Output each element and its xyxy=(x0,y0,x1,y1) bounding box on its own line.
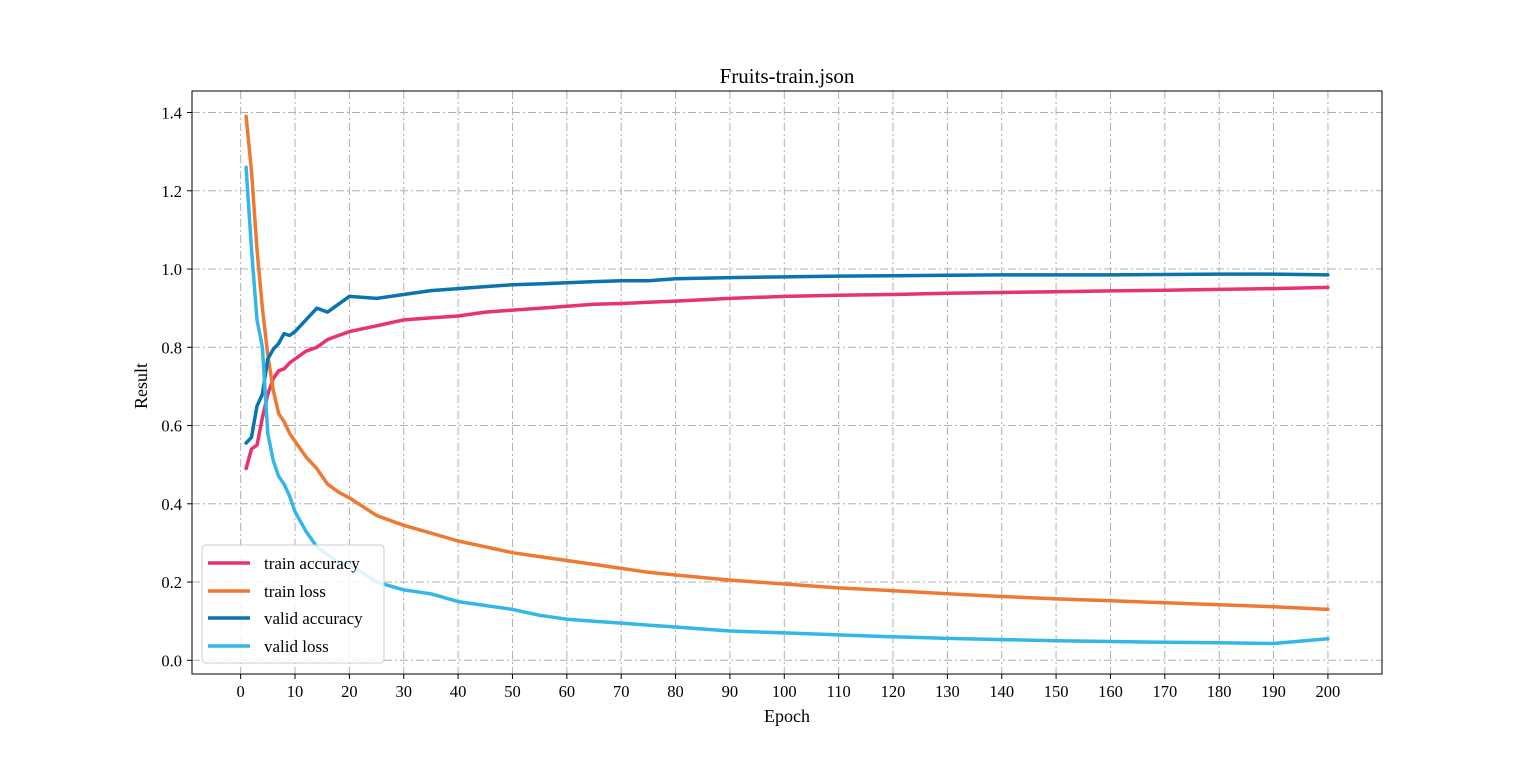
x-tick-label: 200 xyxy=(1316,682,1341,701)
x-tick-label: 10 xyxy=(287,682,304,701)
plot-lines xyxy=(244,114,1330,646)
x-axis-label: Epoch xyxy=(764,706,810,726)
y-axis-label: Result xyxy=(131,363,151,409)
y-tick-label: 0.4 xyxy=(161,495,182,514)
y-tick-label: 1.2 xyxy=(161,182,182,201)
x-tick-label: 190 xyxy=(1261,682,1286,701)
legend-label-train-loss: train loss xyxy=(264,582,326,601)
y-tick-label: 0.0 xyxy=(161,651,182,670)
y-axis-ticks: 0.0 0.2 0.4 0.6 0.8 1.0 1.2 1.4 xyxy=(161,104,192,670)
y-tick-label: 1.0 xyxy=(161,260,182,279)
series-line-train-loss xyxy=(244,114,1330,612)
series-line-valid-loss xyxy=(244,165,1330,646)
x-tick-label: 80 xyxy=(667,682,684,701)
x-tick-label: 40 xyxy=(450,682,467,701)
x-tick-label: 130 xyxy=(935,682,960,701)
x-tick-label: 90 xyxy=(722,682,739,701)
x-axis-ticks: 0 10 20 30 40 50 60 70 80 90 100 110 120 130 140 150 160… xyxy=(237,674,1341,701)
x-tick-label: 150 xyxy=(1044,682,1069,701)
x-tick-label: 180 xyxy=(1207,682,1232,701)
y-tick-label: 1.4 xyxy=(161,104,182,123)
series-line-valid-accuracy xyxy=(244,272,1330,445)
x-tick-label: 100 xyxy=(772,682,797,701)
series-line-train-accuracy xyxy=(244,285,1330,471)
y-tick-label: 0.6 xyxy=(161,417,182,436)
x-tick-label: 60 xyxy=(559,682,576,701)
y-tick-label: 0.8 xyxy=(161,338,182,357)
plot-frame xyxy=(191,90,1383,675)
x-tick-label: 0 xyxy=(237,682,245,701)
grid xyxy=(192,91,1382,674)
legend-box xyxy=(201,544,385,664)
legend-label-valid-accuracy: valid accuracy xyxy=(264,609,363,628)
legend-label-valid-loss: valid loss xyxy=(264,637,329,656)
legend-label-train-accuracy: train accuracy xyxy=(264,554,360,573)
x-tick-label: 30 xyxy=(395,682,412,701)
x-tick-label: 110 xyxy=(827,682,851,701)
x-tick-label: 70 xyxy=(613,682,630,701)
x-tick-label: 120 xyxy=(881,682,906,701)
x-tick-label: 20 xyxy=(341,682,358,701)
chart-title: Fruits-train.json xyxy=(720,64,855,88)
y-tick-label: 0.2 xyxy=(161,573,182,592)
x-tick-label: 160 xyxy=(1098,682,1123,701)
x-tick-label: 140 xyxy=(989,682,1014,701)
x-tick-label: 50 xyxy=(504,682,521,701)
x-tick-label: 170 xyxy=(1152,682,1177,701)
legend: train accuracy train loss valid accuracy… xyxy=(201,544,385,664)
